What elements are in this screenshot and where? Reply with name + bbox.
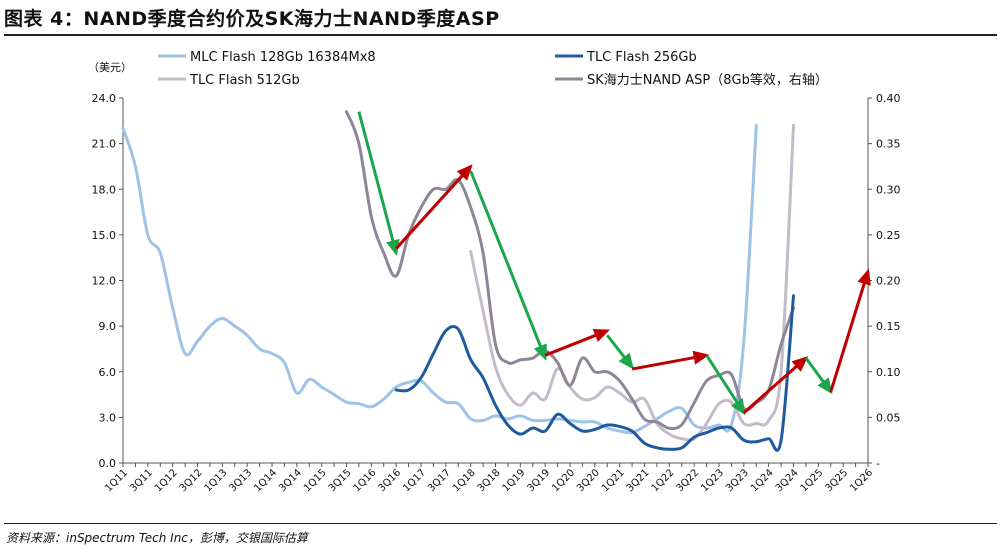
y-unit-label: （美元） [88, 61, 132, 74]
up-trend-arrow-3 [544, 328, 611, 357]
x-tick-label: 1Q15 [302, 467, 329, 494]
x-tick-label: 3Q24 [774, 467, 801, 494]
legend-label-0: MLC Flash 128Gb 16384Mx8 [190, 50, 376, 65]
y2-tick-label: 0.40 [876, 92, 901, 105]
y-tick-label: 15.0 [92, 229, 117, 242]
trend-arrows [357, 111, 871, 416]
x-tick-label: 1Q11 [103, 467, 130, 494]
y2-tick-label: - [876, 457, 880, 470]
x-tick-label: 3Q21 [625, 467, 652, 494]
y-tick-label: 0.0 [99, 457, 117, 470]
x-tick-label: 3Q17 [426, 467, 453, 494]
y-tick-label: 6.0 [99, 366, 117, 379]
axes: 0.0 3.0 6.0 9.0 12.0 15.0 18.0 21.0 24.0 - 0.05 0.1… [88, 61, 901, 494]
x-tick-label: 3Q14 [277, 467, 304, 494]
x-tick-label: 1Q24 [749, 467, 776, 494]
series-line-0 [121, 123, 758, 435]
x-tick-label: 1Q14 [252, 467, 279, 494]
series-line-1 [394, 294, 795, 452]
x-tick-label: 1Q21 [600, 467, 627, 494]
y2-tick-label: 0.15 [876, 320, 901, 333]
y2-tick-label: 0.25 [876, 229, 901, 242]
x-tick-label: 1Q13 [203, 467, 230, 494]
x-tick-label: 3Q15 [327, 467, 354, 494]
y-tick-label: 9.0 [99, 320, 117, 333]
x-tick-label: 3Q18 [476, 467, 503, 494]
down-trend-arrow-2 [469, 170, 547, 361]
x-tick-label: 3Q12 [178, 467, 205, 494]
down-trend-arrow-4 [606, 334, 634, 370]
up-trend-arrow-1 [395, 164, 473, 250]
x-tick-label: 3Q22 [674, 467, 701, 494]
legend: MLC Flash 128Gb 16384Mx8 TLC Flash 256Gb T… [158, 50, 828, 88]
y-tick-label: 24.0 [92, 92, 117, 105]
legend-label-2: TLC Flash 512Gb [189, 73, 300, 88]
x-tick-label: 1Q23 [699, 467, 726, 494]
legend-label-3: SK海力士NAND ASP（8Gb等效，右轴） [587, 72, 828, 88]
series-layer [121, 110, 795, 452]
up-trend-arrow-5 [631, 350, 710, 371]
x-tick-label: 3Q13 [227, 467, 254, 494]
series-line-2 [469, 123, 795, 442]
x-tick-label: 1Q20 [550, 467, 577, 494]
y-tick-label: 3.0 [99, 411, 117, 424]
x-tick-label: 1Q25 [799, 467, 826, 494]
source-note: 资料来源：inSpectrum Tech Inc，彭博，交银国际估算 [6, 531, 308, 545]
x-tick-label: 3Q11 [128, 467, 155, 494]
x-tick-label: 3Q16 [376, 467, 403, 494]
title-rule [4, 34, 997, 36]
x-tick-label: 3Q19 [525, 467, 552, 494]
y2-tick-label: 0.30 [876, 183, 901, 196]
down-trend-arrow-0 [357, 111, 400, 257]
x-tick-label: 1Q17 [401, 467, 428, 494]
x-tick-label: 1Q19 [501, 467, 528, 494]
x-tick-label: 1Q26 [848, 467, 875, 494]
x-tick-label: 3Q20 [575, 467, 602, 494]
y-tick-label: 21.0 [92, 138, 117, 151]
y-tick-label: 12.0 [92, 275, 117, 288]
y-tick-label: 18.0 [92, 183, 117, 196]
x-tick-label: 1Q22 [650, 467, 677, 494]
x-tick-label: 1Q18 [451, 467, 478, 494]
down-trend-arrow-6 [705, 354, 746, 416]
figure-title: 图表 4：NAND季度合约价及SK海力士NAND季度ASP [4, 8, 500, 30]
x-tick-label: 1Q16 [352, 467, 379, 494]
y2-tick-label: 0.05 [876, 411, 901, 424]
legend-label-1: TLC Flash 256Gb [586, 50, 697, 65]
down-trend-arrow-8 [804, 357, 833, 395]
x-tick-label: 1Q12 [153, 467, 180, 494]
source-rule [4, 523, 997, 524]
y2-tick-label: 0.35 [876, 138, 901, 151]
x-tick-label: 3Q25 [823, 467, 850, 494]
up-trend-arrow-7 [742, 356, 809, 414]
y2-tick-label: 0.20 [876, 275, 901, 288]
y2-tick-label: 0.10 [876, 366, 901, 379]
x-tick-label: 3Q23 [724, 467, 751, 494]
up-trend-arrow-9 [829, 268, 871, 393]
